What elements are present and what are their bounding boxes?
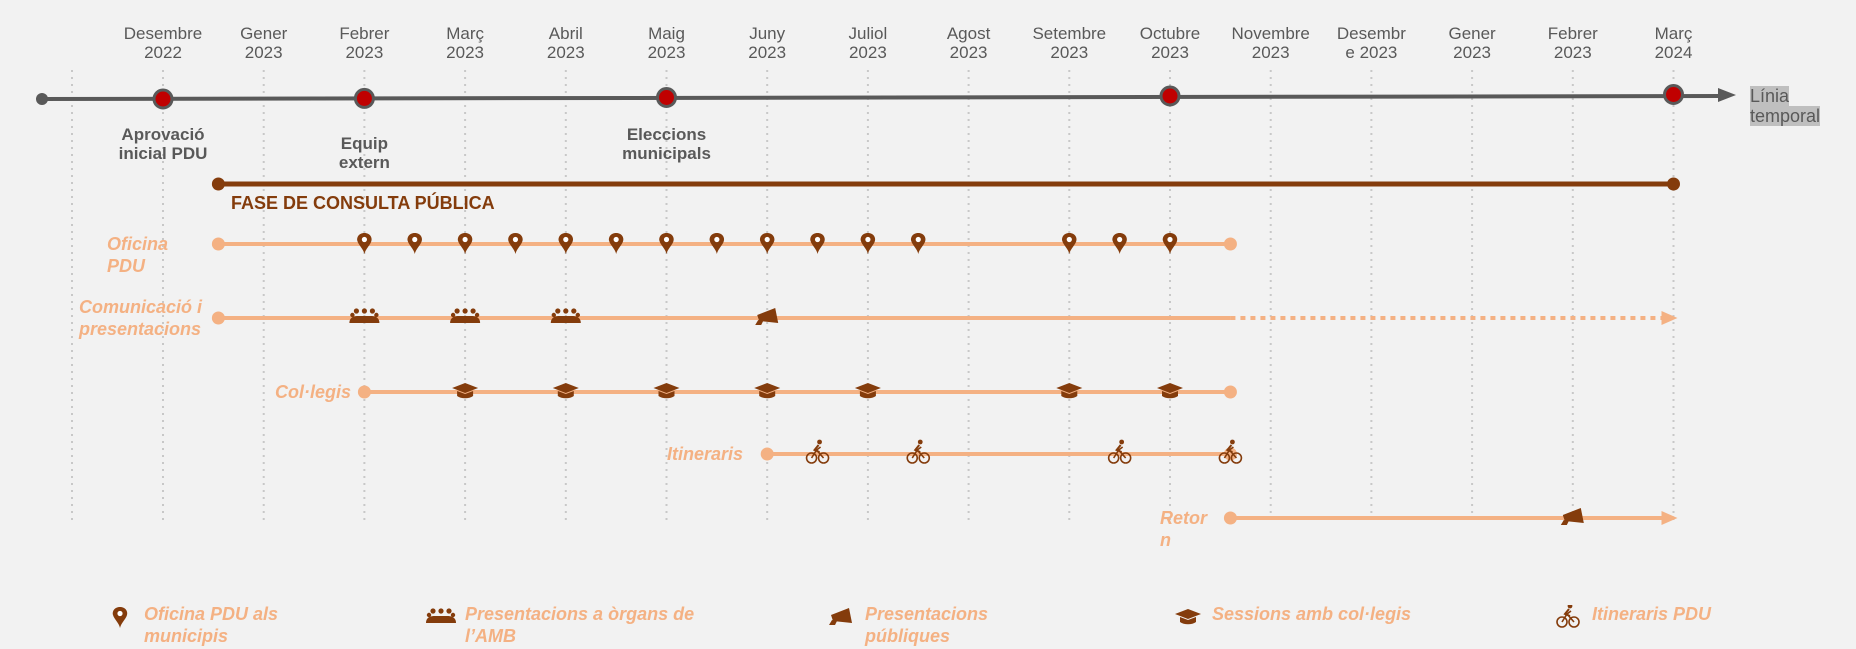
time-axis — [41, 94, 1723, 101]
mortarboard-icon — [653, 383, 680, 399]
map-pin-icon — [508, 233, 523, 254]
month-label: Desembr e 2023 — [1336, 24, 1406, 62]
legend-swatch — [1175, 609, 1201, 625]
phase-start-dot — [211, 177, 225, 191]
map-pin-icon — [860, 233, 876, 254]
month-label: Març 2024 — [1654, 24, 1693, 62]
map-pin-icon — [759, 233, 775, 254]
legend-item: Presentacions a òrgans de l’AMB — [425, 603, 694, 647]
map-pin-icon — [1112, 233, 1127, 254]
bicycle-icon — [805, 439, 830, 464]
activity-label: Itineraris — [667, 444, 744, 464]
legend-item: Itineraris PDU — [1552, 603, 1711, 631]
bicycle-icon — [1556, 605, 1580, 628]
legend-swatch — [112, 607, 128, 628]
milestone-marker — [656, 87, 677, 108]
milestone-marker — [152, 88, 174, 110]
milestone-marker — [353, 87, 375, 109]
legend-label: Presentacions a òrgans de l’AMB — [465, 604, 695, 646]
mortarboard-icon — [754, 383, 781, 399]
activity-label: Comunicació i presentacions — [79, 297, 203, 339]
month-label: Octubre 2023 — [1139, 24, 1201, 62]
megaphone-icon — [829, 608, 852, 625]
legend-item: Presentacions públiques — [825, 603, 988, 647]
map-pin-icon — [709, 233, 725, 254]
map-pin-icon — [608, 233, 624, 254]
activity-start-dot — [1223, 511, 1237, 525]
month-label: Maig 2023 — [647, 24, 686, 62]
legend-swatch — [1556, 605, 1580, 628]
milestone-label: Eleccions municipals — [622, 125, 711, 163]
month-label: Abril 2023 — [546, 24, 585, 62]
legend-swatch — [829, 608, 852, 625]
legend-label: Presentacions públiques — [865, 604, 989, 646]
month-label: Juliol 2023 — [848, 24, 888, 62]
milestone-label: Equip extern — [338, 134, 390, 172]
bicycle-icon — [1218, 439, 1243, 464]
activity-start-dot — [211, 237, 225, 251]
milestone-marker — [1663, 84, 1684, 105]
megaphone-icon — [1560, 508, 1584, 525]
month-label: Setembre 2023 — [1032, 24, 1107, 62]
map-pin-icon — [1162, 233, 1178, 254]
mortarboard-icon — [452, 383, 479, 399]
activity-start-dot — [760, 447, 774, 461]
activity-start-dot — [357, 385, 371, 399]
activity-label: Col·legis — [275, 382, 352, 402]
activity-arrowhead — [1661, 511, 1678, 525]
activity-label: Retor n — [1160, 508, 1208, 550]
month-label: Febrer 2023 — [1547, 24, 1598, 62]
group-icon — [550, 308, 581, 323]
mortarboard-icon — [1157, 383, 1183, 399]
month-label: Febrer 2023 — [339, 24, 390, 62]
group-icon — [450, 308, 481, 323]
axis-start-dot — [36, 93, 48, 105]
map-pin-icon — [407, 233, 422, 254]
month-label: Juny 2023 — [748, 24, 787, 62]
month-label: Gener 2023 — [240, 24, 288, 62]
activity-start-dot — [211, 311, 225, 325]
month-label: Novembre 2023 — [1231, 24, 1310, 62]
month-label: Agost 2023 — [946, 24, 991, 62]
phase-end-dot — [1667, 177, 1680, 191]
milestone-marker — [1159, 85, 1181, 107]
axis-arrowhead — [1718, 88, 1736, 102]
map-pin-icon — [558, 233, 574, 254]
group-icon — [349, 308, 380, 323]
milestone-label: Aprovació inicial PDU — [118, 125, 208, 163]
month-label: Gener 2023 — [1448, 24, 1496, 62]
legend-item: Oficina PDU als municipis — [104, 603, 278, 647]
map-pin-icon — [457, 233, 473, 254]
mortarboard-icon — [1175, 609, 1201, 625]
legend-item: Sessions amb col·legis — [1172, 603, 1411, 631]
map-pin-icon — [112, 607, 128, 628]
megaphone-icon — [755, 308, 779, 325]
map-pin-icon — [357, 233, 372, 254]
mortarboard-icon — [854, 383, 881, 399]
legend-label: Itineraris PDU — [1592, 604, 1712, 624]
map-pin-icon — [911, 233, 926, 254]
activity-end-dot — [1223, 385, 1237, 399]
map-pin-icon — [659, 233, 674, 254]
month-label: Desembre 2022 — [123, 24, 203, 62]
axis-label-text: Línia temporal — [1750, 86, 1821, 126]
phase-label: FASE DE CONSULTA PÚBLICA — [231, 193, 495, 213]
group-icon — [426, 608, 456, 623]
legend-swatch — [426, 608, 456, 623]
legend-label: Oficina PDU als municipis — [144, 604, 279, 646]
activity-arrowhead — [1661, 311, 1678, 325]
legend-label: Sessions amb col·legis — [1212, 604, 1412, 624]
mortarboard-icon — [1056, 383, 1083, 399]
activity-label: Oficina PDU — [107, 234, 169, 276]
month-label: Març 2023 — [446, 24, 484, 62]
map-pin-icon — [1062, 233, 1077, 254]
mortarboard-icon — [552, 383, 579, 399]
axis-label: Línia temporal — [1750, 86, 1821, 126]
bicycle-icon — [1107, 439, 1132, 464]
activity-end-dot — [1223, 237, 1237, 251]
map-pin-icon — [810, 233, 825, 254]
bicycle-icon — [906, 439, 931, 464]
